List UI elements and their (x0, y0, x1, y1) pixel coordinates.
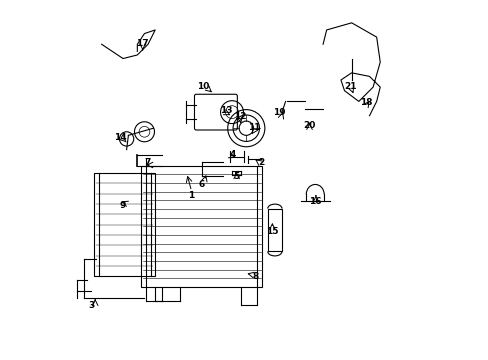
Text: 13: 13 (219, 106, 232, 115)
Text: 16: 16 (308, 197, 321, 206)
Text: 18: 18 (360, 98, 372, 107)
Text: 15: 15 (265, 227, 278, 236)
Text: 9: 9 (119, 201, 125, 210)
Text: 5: 5 (233, 172, 239, 181)
Text: 20: 20 (303, 121, 315, 130)
Text: 17: 17 (136, 39, 149, 48)
Text: 19: 19 (273, 108, 285, 117)
Text: 3: 3 (88, 301, 95, 310)
Text: 4: 4 (229, 150, 236, 159)
Text: 10: 10 (197, 82, 209, 91)
Text: 1: 1 (188, 190, 194, 199)
Text: 6: 6 (198, 180, 204, 189)
Text: 11: 11 (248, 123, 260, 132)
Text: 7: 7 (144, 158, 151, 167)
Bar (267, 208, 282, 251)
Text: 14: 14 (114, 133, 126, 142)
Text: 2: 2 (258, 158, 264, 167)
Text: 12: 12 (233, 112, 246, 121)
Text: 8: 8 (252, 272, 259, 281)
Text: 21: 21 (344, 82, 356, 91)
